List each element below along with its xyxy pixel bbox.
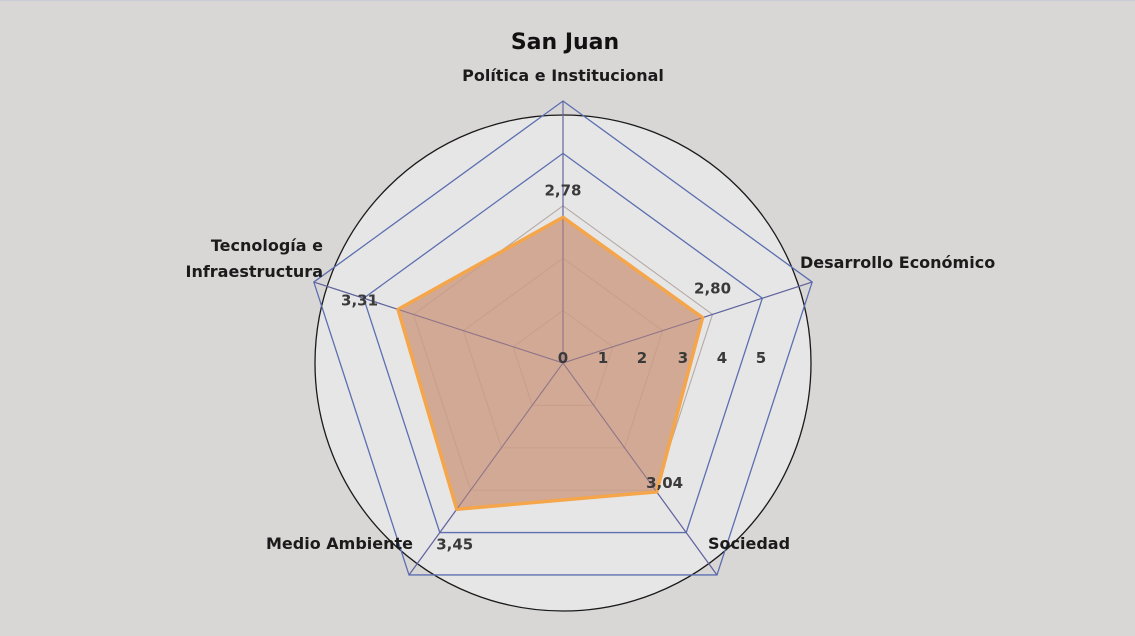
tick-label-3: 3 [678,349,688,367]
category-label-2: Desarrollo Económico [800,253,995,272]
data-label-1: 2,78 [544,181,581,199]
spoke-overlay-3 [562,362,718,576]
data-point-5 [396,307,400,311]
spoke-overlay-5 [313,281,564,364]
spoke-overlay-2 [562,281,813,364]
tick-label-1: 1 [598,349,608,367]
data-point-2 [701,316,705,320]
tick-label-4: 4 [717,349,727,367]
data-point-3 [655,490,659,494]
tick-label-2: 2 [637,349,647,367]
tick-label-0: 0 [558,349,568,367]
data-label-3: 3,04 [646,474,683,492]
category-label-4: Medio Ambiente [266,534,413,553]
spoke-overlay-4 [408,362,564,576]
series-area [396,215,705,512]
grid-ring-5 [313,100,813,576]
grid-ring-4 [362,152,764,534]
category-label-5: Tecnología e Infraestructura [185,236,323,281]
chart-title: San Juan [511,30,619,55]
tick-label-5: 5 [756,349,766,367]
category-label-3: Sociedad [708,534,790,553]
data-label-2: 2,80 [694,280,731,298]
data-label-5: 3,31 [341,291,378,309]
category-label-1: Política e Institucional [462,66,664,85]
data-point-1 [561,215,565,219]
data-point-4 [455,507,459,511]
data-label-4: 3,45 [436,535,473,553]
